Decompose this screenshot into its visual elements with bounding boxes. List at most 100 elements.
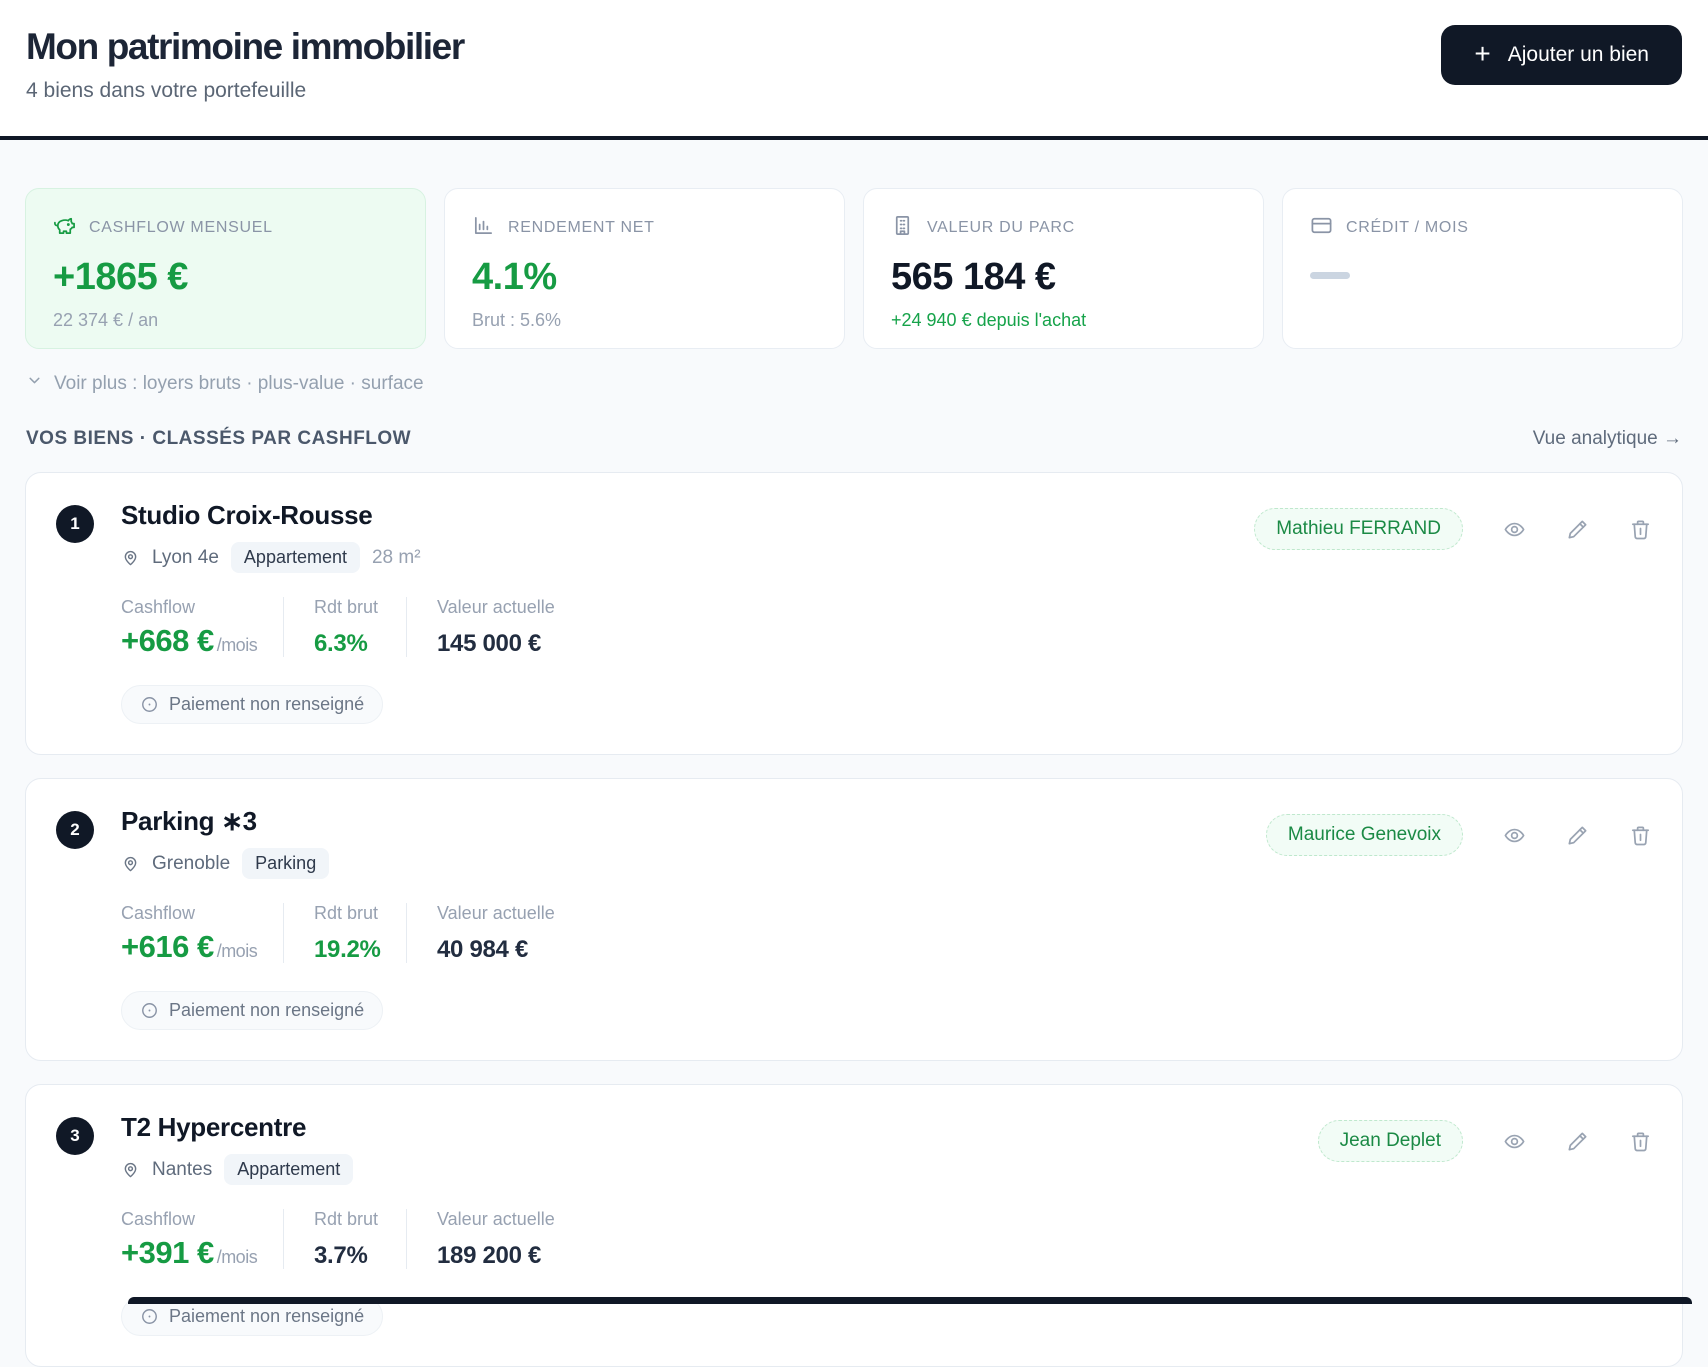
valeur-value: 145 000 € [437, 630, 542, 657]
metric-divider [283, 903, 284, 963]
valeur-label: Valeur actuelle [437, 597, 555, 617]
pencil-icon [1568, 825, 1587, 845]
stat-label: CASHFLOW MENSUEL [89, 219, 273, 236]
circle-dot-icon [140, 1001, 159, 1020]
property-city: Lyon 4e [152, 546, 219, 568]
property-title: Studio Croix-Rousse [121, 500, 373, 530]
piggy-bank-icon [53, 214, 76, 242]
bar-chart-icon [472, 214, 495, 242]
section-header: VOS BIENS · CLASSÉS PAR CASHFLOW Vue ana… [26, 428, 1682, 450]
valeur-label: Valeur actuelle [437, 1209, 555, 1229]
pencil-icon [1568, 519, 1587, 539]
rdt-label: Rdt brut [314, 903, 379, 923]
tenant-badge[interactable]: Jean Deplet [1317, 1120, 1463, 1162]
tenant-badge[interactable]: Mathieu FERRAND [1254, 508, 1463, 550]
delete-button[interactable] [1629, 1130, 1652, 1153]
eye-icon [1504, 522, 1525, 536]
view-button[interactable] [1503, 824, 1526, 847]
add-property-button-label: Ajouter un bien [1507, 43, 1649, 66]
stat-value-cashflow: +1865 € [53, 256, 188, 298]
stat-card-valeur: VALEUR DU PARC 565 184 € +24 940 € depui… [863, 188, 1264, 349]
payment-status-badge: Paiement non renseigné [121, 991, 384, 1030]
stat-sub-valeur: +24 940 € depuis l'achat [891, 310, 1087, 330]
payment-status-label: Paiement non renseigné [169, 1306, 365, 1326]
trash-icon [1631, 519, 1650, 539]
tenant-badge[interactable]: Maurice Genevoix [1265, 814, 1463, 856]
metric-divider [406, 597, 407, 657]
metric-divider [283, 597, 284, 657]
property-city: Grenoble [152, 852, 231, 874]
cashflow-value: +616 €/mois [121, 929, 258, 964]
property-type-chip: Appartement [224, 1154, 354, 1185]
rdt-value: 3.7% [314, 1242, 368, 1269]
page-subtitle: 4 biens dans votre portefeuille [26, 79, 307, 102]
rank-badge: 1 [56, 505, 94, 543]
trash-icon [1631, 825, 1650, 845]
section-title: VOS BIENS · CLASSÉS PAR CASHFLOW [26, 428, 412, 449]
view-button[interactable] [1503, 518, 1526, 541]
stat-sub-cashflow: 22 374 € / an [53, 310, 159, 330]
metric-divider [406, 903, 407, 963]
stat-value-valeur: 565 184 € [891, 256, 1056, 298]
property-card: 3 T2 Hypercentre Nantes Appartement [25, 1084, 1683, 1367]
rdt-value: 19.2% [314, 936, 381, 963]
credit-placeholder-dash [1310, 272, 1350, 279]
property-card: 1 Studio Croix-Rousse Lyon 4e Appartemen… [25, 472, 1683, 755]
add-property-button[interactable]: + Ajouter un bien [1441, 25, 1682, 85]
stat-sub-rendement: Brut : 5.6% [472, 310, 562, 330]
property-title: T2 Hypercentre [121, 1112, 307, 1142]
eye-icon [1504, 1134, 1525, 1148]
stats-row: CASHFLOW MENSUEL +1865 € 22 374 € / an R… [25, 188, 1683, 349]
payment-status-badge: Paiement non renseigné [121, 685, 384, 724]
stat-label: CRÉDIT / MOIS [1346, 219, 1469, 236]
rdt-value: 6.3% [314, 630, 368, 657]
vue-analytique-link[interactable]: Vue analytique → [1532, 428, 1682, 449]
valeur-value: 40 984 € [437, 936, 529, 963]
property-title: Parking ∗3 [121, 806, 257, 836]
metric-divider [406, 1209, 407, 1269]
map-pin-icon [121, 854, 140, 873]
cashflow-label: Cashflow [121, 1209, 196, 1229]
edit-button[interactable] [1566, 518, 1589, 541]
delete-button[interactable] [1629, 824, 1652, 847]
eye-icon [1504, 828, 1525, 842]
credit-card-icon [1310, 214, 1333, 242]
voir-plus-toggle[interactable]: Voir plus : loyers bruts · plus-value · … [26, 372, 424, 395]
circle-dot-icon [140, 1307, 159, 1326]
per-month-unit: /mois [216, 1247, 258, 1267]
property-city: Nantes [152, 1158, 213, 1180]
bottom-dark-bar [128, 1297, 1692, 1304]
circle-dot-icon [140, 695, 159, 714]
map-pin-icon [121, 548, 140, 567]
voir-plus-label: Voir plus : loyers bruts · plus-value · … [54, 372, 424, 394]
delete-button[interactable] [1629, 518, 1652, 541]
edit-button[interactable] [1566, 824, 1589, 847]
building-icon [891, 214, 914, 242]
cashflow-label: Cashflow [121, 597, 196, 617]
rank-badge: 2 [56, 811, 94, 849]
valeur-label: Valeur actuelle [437, 903, 555, 923]
payment-status-label: Paiement non renseigné [169, 1000, 365, 1020]
stat-card-rendement: RENDEMENT NET 4.1% Brut : 5.6% [444, 188, 845, 349]
property-card: 2 Parking ∗3 Grenoble Parking [25, 778, 1683, 1061]
property-type-chip: Appartement [230, 542, 360, 573]
rdt-label: Rdt brut [314, 597, 379, 617]
rank-badge: 3 [56, 1117, 94, 1155]
properties-list: 1 Studio Croix-Rousse Lyon 4e Appartemen… [25, 472, 1683, 1367]
cashflow-value: +391 €/mois [121, 1235, 258, 1270]
per-month-unit: /mois [216, 941, 258, 961]
edit-button[interactable] [1566, 1130, 1589, 1153]
stat-card-credit: CRÉDIT / MOIS [1282, 188, 1683, 349]
cashflow-value: +668 €/mois [121, 623, 258, 658]
property-surface: 28 m² [371, 546, 421, 568]
stat-value-rendement: 4.1% [472, 256, 557, 298]
property-type-chip: Parking [242, 848, 330, 879]
map-pin-icon [121, 1160, 140, 1179]
view-button[interactable] [1503, 1130, 1526, 1153]
page-title: Mon patrimoine immobilier [26, 26, 465, 67]
chevron-down-icon [26, 372, 43, 395]
trash-icon [1631, 1131, 1650, 1151]
page-header: Mon patrimoine immobilier 4 biens dans v… [0, 0, 1708, 140]
valeur-value: 189 200 € [437, 1242, 542, 1269]
stat-label: VALEUR DU PARC [927, 219, 1075, 236]
